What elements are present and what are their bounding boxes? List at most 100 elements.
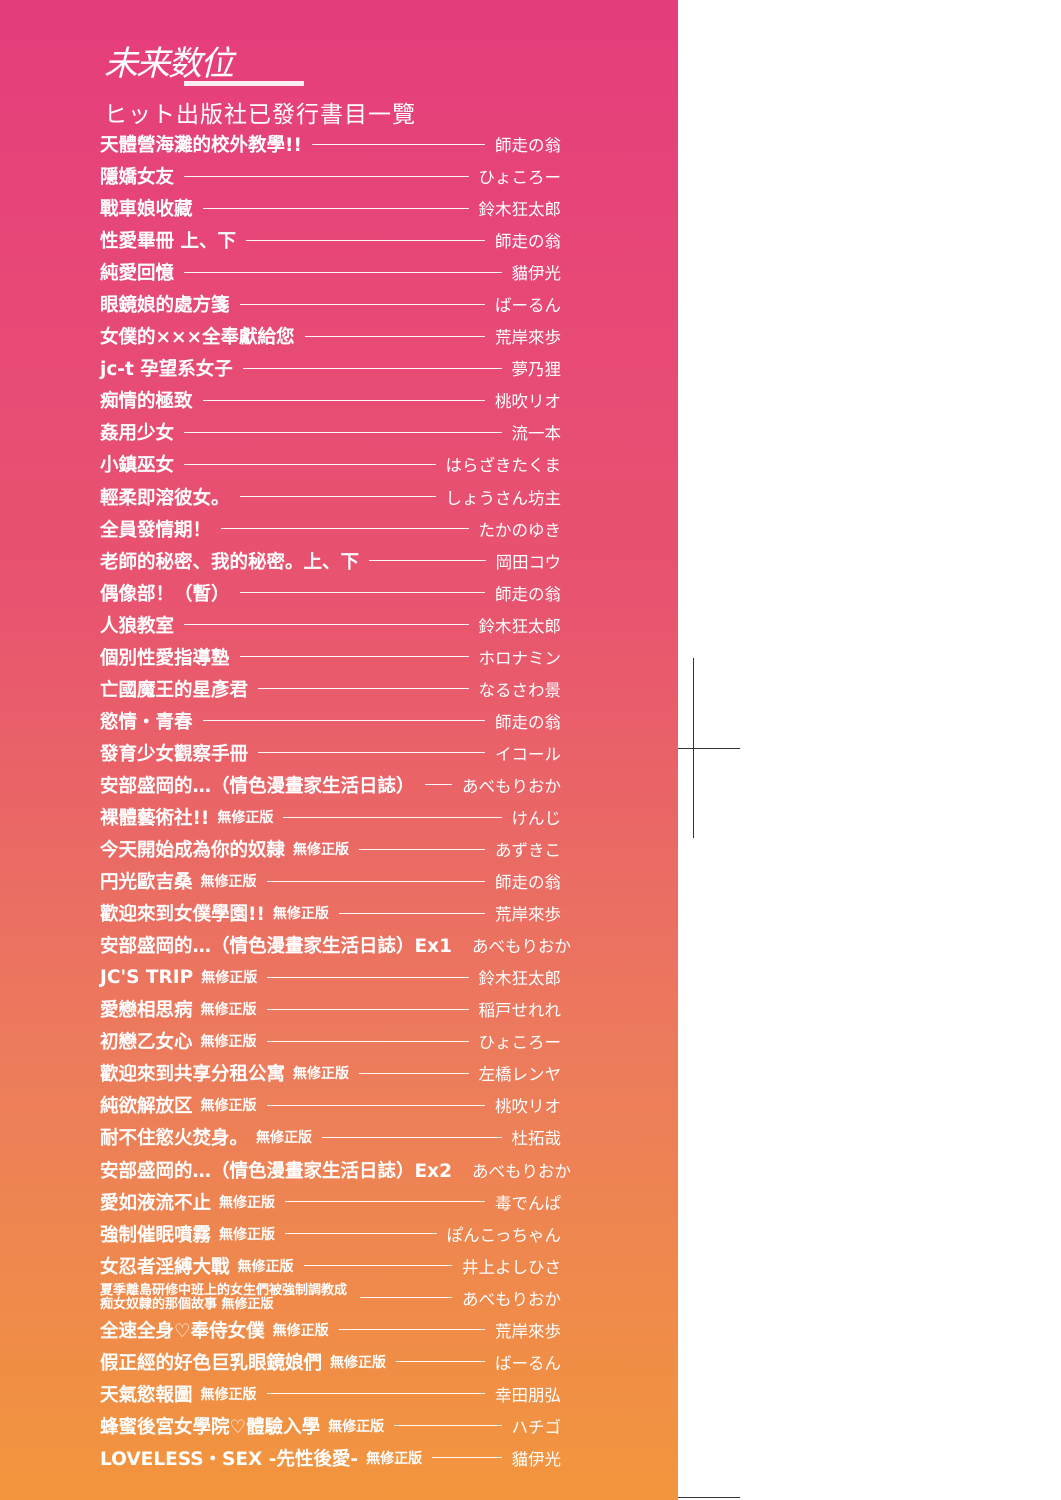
leader-line: [184, 624, 469, 626]
book-row: 姦用少女 流一本: [100, 416, 561, 448]
book-row: 痴情的極致 桃吹リオ: [100, 384, 561, 416]
book-title: 小鎮巫女: [100, 455, 175, 477]
book-title: 戰車娘收藏: [100, 199, 193, 221]
book-author: 桃吹リオ: [495, 1097, 561, 1117]
page-heading: ヒット出版社已發行書目一覽: [104, 102, 416, 128]
leader-line: [239, 496, 436, 498]
uncensored-tag: 無修正版: [272, 906, 329, 923]
book-title: 安部盛岡的…（情色漫畫家生活日誌）Ex1: [100, 936, 452, 958]
book-title: 夏季離島研修中班上的女生們被強制調教成痴女奴隸的那個故事 無修正版: [100, 1282, 348, 1312]
book-title: 愛戀相思病: [100, 1000, 193, 1022]
book-row: 純愛回憶 貓伊光: [100, 256, 561, 288]
book-title: 全員發情期！: [100, 519, 212, 541]
book-title: 円光歐吉桑: [100, 872, 193, 894]
uncensored-tag: 無修正版: [200, 1098, 257, 1115]
leader-line: [396, 1361, 485, 1363]
book-title: 安部盛岡的…（情色漫畫家生活日誌）: [100, 775, 415, 797]
leader-line: [239, 592, 485, 594]
book-author: 師走の翁: [495, 232, 561, 252]
book-row: 安部盛岡的…（情色漫畫家生活日誌）Ex2 あべもりおか: [100, 1154, 571, 1186]
book-title: 純愛回憶: [100, 263, 175, 285]
book-row: 円光歐吉桑 無修正版 師走の翁: [100, 865, 561, 897]
book-row: 裸體藝術社!! 無修正版 けんじ: [100, 801, 561, 833]
leader-line: [266, 1393, 485, 1395]
book-row: 發育少女觀察手冊 イコール: [100, 737, 561, 769]
leader-line: [266, 1104, 485, 1106]
book-row: 夏季離島研修中班上的女生們被強制調教成痴女奴隸的那個故事 無修正版 あべもりおか: [100, 1282, 561, 1314]
leader-line: [266, 1008, 469, 1010]
book-row: 純欲解放区 無修正版 桃吹リオ: [100, 1089, 561, 1121]
uncensored-tag: 無修正版: [328, 1418, 385, 1435]
book-row: 慾情・青春 師走の翁: [100, 705, 561, 737]
uncensored-tag: 無修正版: [330, 1354, 387, 1371]
book-row: 偶像部！（暫） 師走の翁: [100, 577, 561, 609]
book-title: 歡迎來到共享分租公寓: [100, 1064, 286, 1086]
book-row: 人狼教室 鈴木狂太郎: [100, 609, 561, 641]
leader-line: [322, 1136, 502, 1138]
book-title: jc-t 孕望系女子: [100, 359, 233, 381]
book-author: 鈴木狂太郎: [478, 969, 562, 989]
book-row: jc-t 孕望系女子 夢乃狸: [100, 352, 561, 384]
book-title: 初戀乙女心: [100, 1032, 193, 1054]
book-title: 女忍者淫縛大戰: [100, 1256, 230, 1278]
book-title: 眼鏡娘的處方箋: [100, 295, 230, 317]
book-row: 眼鏡娘的處方箋 ばーるん: [100, 288, 561, 320]
leader-line: [283, 816, 502, 818]
leader-line: [202, 399, 485, 401]
leader-line: [285, 1201, 485, 1203]
book-row: 天體營海灘的校外教學!! 師走の翁: [100, 128, 561, 160]
book-author: 師走の翁: [495, 584, 561, 604]
book-row: 全員發情期！ たかのゆき: [100, 513, 561, 545]
crop-mark-horizontal: [678, 748, 740, 749]
leader-line: [369, 560, 486, 562]
leader-line: [304, 335, 485, 337]
uncensored-tag: 無修正版: [293, 842, 350, 859]
book-author: 鈴木狂太郎: [478, 616, 562, 636]
leader-line: [184, 175, 469, 177]
book-author: 荒岸來歩: [495, 328, 561, 348]
book-title: 裸體藝術社!!: [100, 808, 210, 829]
book-row: 輕柔即溶彼女。 しょうさん坊主: [100, 481, 561, 513]
book-author: はらざきたくま: [445, 456, 562, 476]
book-row: 強制催眠噴霧 無修正版 ぽんこっちゃん: [100, 1218, 561, 1250]
book-title: 慾情・青春: [100, 711, 193, 733]
leader-line: [311, 143, 485, 145]
book-title: 假正經的好色巨乳眼鏡娘們: [100, 1352, 323, 1374]
leader-line: [359, 1072, 469, 1074]
uncensored-tag: 無修正版: [219, 1226, 276, 1243]
book-row: 初戀乙女心 無修正版 ひょころー: [100, 1025, 561, 1057]
book-author: 師走の翁: [495, 873, 561, 893]
uncensored-tag: 無修正版: [293, 1066, 350, 1083]
uncensored-tag: 無修正版: [200, 1386, 257, 1403]
book-title: 性愛畢冊 上、下: [100, 231, 236, 253]
leader-line: [360, 1297, 452, 1299]
book-title: 今天開始成為你的奴隸: [100, 840, 286, 862]
book-author: しょうさん坊主: [445, 488, 562, 508]
book-title: 歡迎來到女僕學園!!: [100, 904, 265, 926]
book-row: 天氣慾報圖 無修正版 幸田朋弘: [100, 1378, 561, 1410]
book-row: LOVELESS・SEX -先性後愛- 無修正版 貓伊光: [100, 1442, 561, 1474]
leader-line: [184, 271, 502, 273]
book-row: 隱嬌女友 ひょころー: [100, 160, 561, 192]
book-row: 小鎮巫女 はらざきたくま: [100, 448, 561, 480]
book-author: 桃吹リオ: [495, 392, 561, 412]
book-author: 幸田朋弘: [495, 1385, 561, 1405]
leader-line: [258, 688, 469, 690]
uncensored-tag: 無修正版: [201, 970, 258, 987]
uncensored-tag: 無修正版: [217, 810, 274, 826]
leader-line: [239, 303, 485, 305]
book-row: 假正經的好色巨乳眼鏡娘們 無修正版 ばーるん: [100, 1346, 561, 1378]
book-author: 貓伊光: [511, 1449, 562, 1469]
book-row: 亡國魔王的星彥君 なるさわ景: [100, 673, 561, 705]
uncensored-tag: 無修正版: [200, 874, 257, 891]
leader-line: [267, 976, 469, 978]
leader-line: [359, 848, 485, 850]
leader-line: [258, 752, 485, 754]
uncensored-tag: 無修正版: [366, 1450, 423, 1467]
book-row: 性愛畢冊 上、下 師走の翁: [100, 224, 561, 256]
book-title: 痴情的極致: [100, 391, 193, 413]
book-author: 荒岸來歩: [495, 905, 561, 925]
book-author: 稲戸せれれ: [478, 1001, 562, 1021]
book-author: 貓伊光: [511, 264, 562, 284]
book-title: 輕柔即溶彼女。: [100, 487, 230, 509]
